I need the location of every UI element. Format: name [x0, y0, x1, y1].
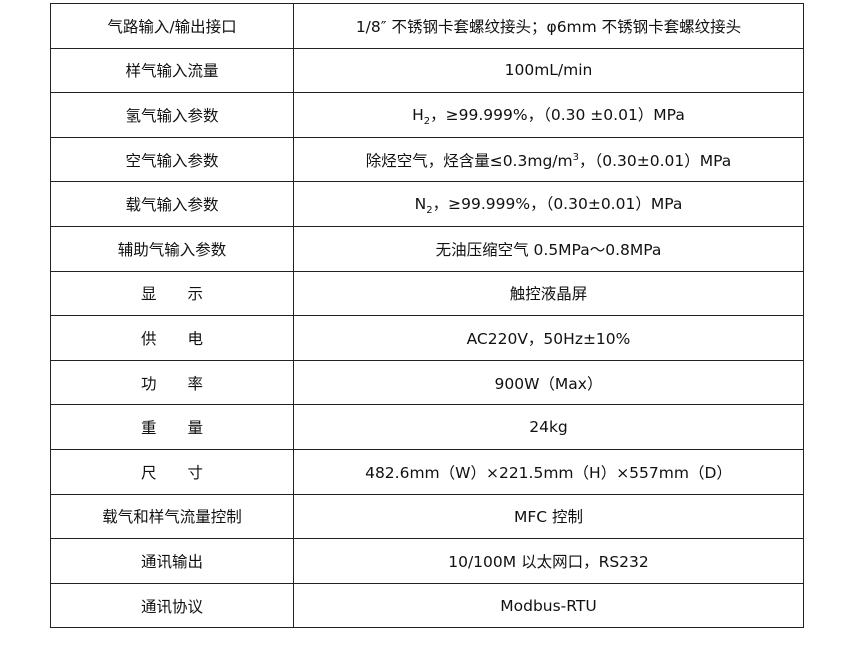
- param-name: 尺 寸: [50, 448, 294, 495]
- param-name: 载气输入参数: [50, 181, 294, 227]
- param-name: 氢气输入参数: [50, 92, 294, 138]
- param-name: 载气和样气流量控制: [50, 493, 294, 540]
- param-value: 除烃空气，烃含量≤0.3mg/m3，（0.30±0.01）MPa: [293, 136, 804, 183]
- param-name: 供 电: [50, 315, 294, 361]
- param-name: 通讯输出: [50, 538, 294, 584]
- param-value: 10/100M 以太网口，RS232: [293, 538, 804, 584]
- superscript: 3: [572, 151, 579, 163]
- param-name: 重 量: [50, 404, 294, 450]
- table-row: 通讯协议 Modbus-RTU: [50, 582, 804, 629]
- text: 除烃空气，烃含量≤0.3mg/m: [365, 151, 573, 170]
- table-row: 载气输入参数 N2，≥99.999%，（0.30±0.01）MPa: [50, 181, 804, 227]
- param-value: 触控液晶屏: [293, 270, 804, 317]
- text: H: [412, 105, 424, 124]
- table-row: 功 率 900W（Max）: [50, 359, 804, 406]
- table-row: 样气输入流量 100mL/min: [50, 47, 804, 94]
- param-value: 482.6mm（W）×221.5mm（H）×557mm（D）: [293, 448, 804, 495]
- param-value: 无油压缩空气 0.5MPa～0.8MPa: [293, 225, 804, 272]
- table-row: 气路输入/输出接口 1/8″ 不锈钢卡套螺纹接头；φ6mm 不锈钢卡套螺纹接头: [50, 3, 804, 49]
- param-value: N2，≥99.999%，（0.30±0.01）MPa: [293, 181, 804, 227]
- table-row: 供 电 AC220V，50Hz±10%: [50, 315, 804, 361]
- text: ，≥99.999%，（0.30±0.01）MPa: [432, 195, 683, 214]
- table-row: 尺 寸 482.6mm（W）×221.5mm（H）×557mm（D）: [50, 448, 804, 495]
- param-value: Modbus-RTU: [293, 582, 804, 629]
- param-value: H2，≥99.999%，（0.30 ±0.01）MPa: [293, 92, 804, 138]
- param-value: AC220V，50Hz±10%: [293, 315, 804, 361]
- param-name: 通讯协议: [50, 582, 294, 629]
- param-name: 显 示: [50, 270, 294, 317]
- param-value: 100mL/min: [293, 47, 804, 94]
- table-row: 氢气输入参数 H2，≥99.999%，（0.30 ±0.01）MPa: [50, 92, 804, 138]
- param-name: 空气输入参数: [50, 136, 294, 183]
- param-value: 1/8″ 不锈钢卡套螺纹接头；φ6mm 不锈钢卡套螺纹接头: [293, 3, 804, 49]
- table-row: 辅助气输入参数 无油压缩空气 0.5MPa～0.8MPa: [50, 225, 804, 272]
- param-value: 24kg: [293, 404, 804, 450]
- param-name: 样气输入流量: [50, 47, 294, 94]
- table-row: 载气和样气流量控制 MFC 控制: [50, 493, 804, 540]
- text: N: [414, 195, 427, 214]
- table-row: 显 示触控液晶屏: [50, 270, 804, 317]
- param-name: 气路输入/输出接口: [50, 3, 294, 49]
- spec-table: 气路输入/输出接口 1/8″ 不锈钢卡套螺纹接头；φ6mm 不锈钢卡套螺纹接头 样气…: [50, 3, 804, 629]
- param-name: 辅助气输入参数: [50, 225, 294, 272]
- subscript: 2: [426, 205, 433, 217]
- param-value: 900W（Max）: [293, 359, 804, 406]
- table-row: 重 量 24kg: [50, 404, 804, 450]
- subscript: 2: [423, 116, 431, 128]
- text: ，（0.30±0.01）MPa: [578, 151, 732, 170]
- param-value: MFC 控制: [293, 493, 804, 540]
- table-row: 通讯输出 10/100M 以太网口，RS232: [50, 538, 804, 584]
- text: ，≥99.999%，（0.30 ±0.01）MPa: [430, 105, 685, 124]
- param-name: 功 率: [50, 359, 294, 406]
- table-row: 空气输入参数 除烃空气，烃含量≤0.3mg/m3，（0.30±0.01）MPa: [50, 136, 804, 183]
